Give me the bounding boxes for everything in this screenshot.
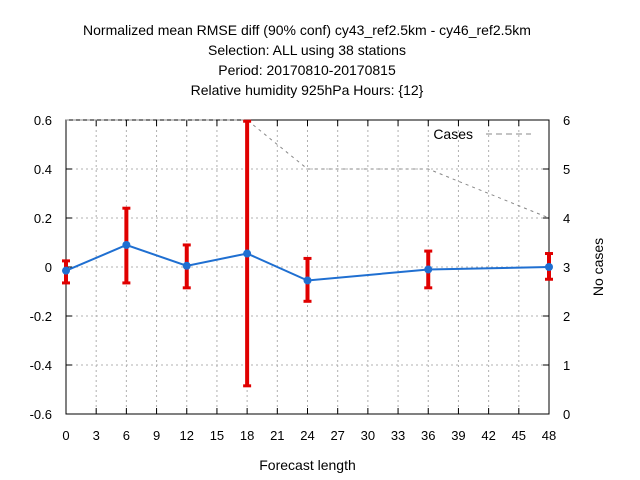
y2-tick-label: 1 bbox=[563, 358, 570, 373]
x-axis-label: Forecast length bbox=[259, 457, 356, 473]
chart-title: Normalized mean RMSE diff (90% conf) cy4… bbox=[83, 22, 531, 98]
y2-tick-label: 5 bbox=[563, 162, 570, 177]
y-tick-label: -0.4 bbox=[30, 358, 52, 373]
y2-tick-label: 4 bbox=[563, 211, 570, 226]
title-line: Normalized mean RMSE diff (90% conf) cy4… bbox=[83, 22, 531, 38]
y-tick-label: 0.2 bbox=[34, 211, 52, 226]
x-tick-label: 42 bbox=[481, 428, 495, 443]
y-tick-label: -0.2 bbox=[30, 309, 52, 324]
data-point bbox=[243, 249, 252, 258]
title-line: Period: 20170810-20170815 bbox=[218, 62, 396, 78]
x-tick-label: 27 bbox=[330, 428, 344, 443]
x-tick-label: 9 bbox=[153, 428, 160, 443]
x-tick-label: 12 bbox=[180, 428, 194, 443]
y2-tick-label: 3 bbox=[563, 260, 570, 275]
x-tick-label: 30 bbox=[361, 428, 375, 443]
data-point bbox=[62, 266, 70, 275]
x-tick-label: 3 bbox=[93, 428, 100, 443]
data-point bbox=[424, 265, 433, 274]
x-tick-label: 0 bbox=[62, 428, 69, 443]
legend: Cases bbox=[433, 126, 531, 142]
data-point bbox=[122, 240, 131, 249]
x-tick-label: 48 bbox=[542, 428, 556, 443]
x-tick-label: 15 bbox=[210, 428, 224, 443]
x-tick-label: 39 bbox=[451, 428, 465, 443]
y2-tick-labels: 6 5 4 3 2 1 0 bbox=[563, 113, 570, 422]
x-tick-label: 18 bbox=[240, 428, 254, 443]
data-point bbox=[182, 261, 191, 270]
x-tick-label: 45 bbox=[512, 428, 526, 443]
y-tick-label: -0.6 bbox=[30, 407, 52, 422]
title-line: Selection: ALL using 38 stations bbox=[208, 42, 406, 58]
x-tick-label: 6 bbox=[123, 428, 130, 443]
y2-tick-label: 0 bbox=[563, 407, 570, 422]
data-point bbox=[545, 263, 553, 271]
y-tick-label: 0 bbox=[45, 260, 52, 275]
x-tick-label: 24 bbox=[300, 428, 314, 443]
y-tick-labels: 0.6 0.4 0.2 0 -0.2 -0.4 -0.6 bbox=[30, 113, 52, 422]
cases-line bbox=[66, 119, 550, 219]
x-tick-label: 21 bbox=[270, 428, 284, 443]
y-tick-label: 0.4 bbox=[34, 162, 52, 177]
data-point bbox=[303, 276, 312, 285]
y2-tick-label: 2 bbox=[563, 309, 570, 324]
axis-ticks bbox=[65, 119, 550, 415]
cases-series bbox=[66, 119, 550, 219]
y2-axis-label: No cases bbox=[590, 238, 606, 296]
title-line: Relative humidity 925hPa Hours: {12} bbox=[191, 82, 424, 98]
mean-diff-series bbox=[62, 240, 553, 285]
y-tick-label: 0.6 bbox=[34, 113, 52, 128]
x-tick-label: 36 bbox=[421, 428, 435, 443]
x-tick-labels: 0 3 6 9 12 15 18 21 24 27 30 33 36 39 42 45 48 bbox=[62, 428, 556, 443]
legend-label-cases: Cases bbox=[433, 126, 473, 142]
x-tick-label: 33 bbox=[391, 428, 405, 443]
y2-tick-label: 6 bbox=[563, 113, 570, 128]
